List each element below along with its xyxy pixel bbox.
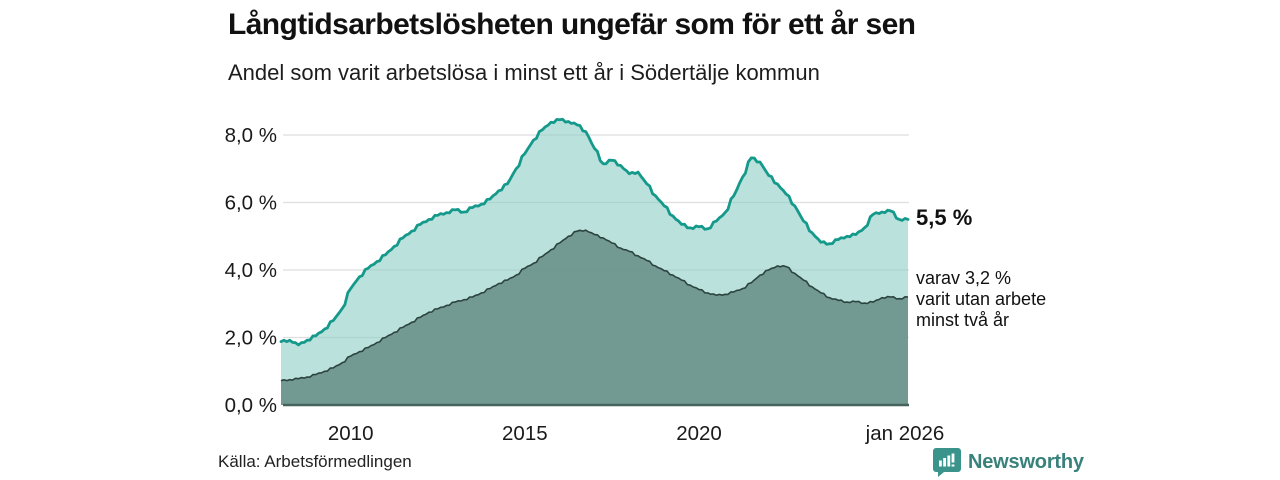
- bar-chart-speech-bubble-icon: [933, 448, 961, 477]
- x-tick-label: 2020: [676, 422, 722, 445]
- two-year-area: [281, 230, 908, 405]
- newsworthy-brand: Newsworthy: [933, 448, 1084, 477]
- varav-line-2: varit utan arbete: [916, 289, 1047, 309]
- series-end-label-two-year: varav 3,2 % varit utan arbete minst två …: [916, 268, 1046, 331]
- varav-line-1: varav 3,2 %: [916, 268, 1012, 288]
- source-attribution: Källa: Arbetsförmedlingen: [218, 452, 412, 471]
- page-title: Långtidsarbetslösheten ungefär som för e…: [228, 8, 916, 41]
- y-tick-label: 8,0 %: [225, 124, 277, 147]
- two-year-line: [280, 229, 909, 382]
- y-tick-label: 6,0 %: [225, 192, 277, 215]
- total-line: [279, 117, 910, 347]
- x-tick-label: jan 2026: [865, 422, 945, 445]
- y-tick-label: 4,0 %: [225, 259, 277, 282]
- page-subtitle: Andel som varit arbetslösa i minst ett å…: [228, 60, 820, 85]
- series-end-label-total: 5,5 %: [916, 205, 973, 230]
- x-tick-label: 2010: [328, 422, 374, 445]
- x-tick-label: 2015: [502, 422, 548, 445]
- y-tick-label: 0,0 %: [225, 394, 277, 417]
- varav-line-3: minst två år: [916, 310, 1010, 330]
- y-tick-label: 2,0 %: [225, 327, 277, 350]
- brand-wordmark: Newsworthy: [968, 451, 1084, 473]
